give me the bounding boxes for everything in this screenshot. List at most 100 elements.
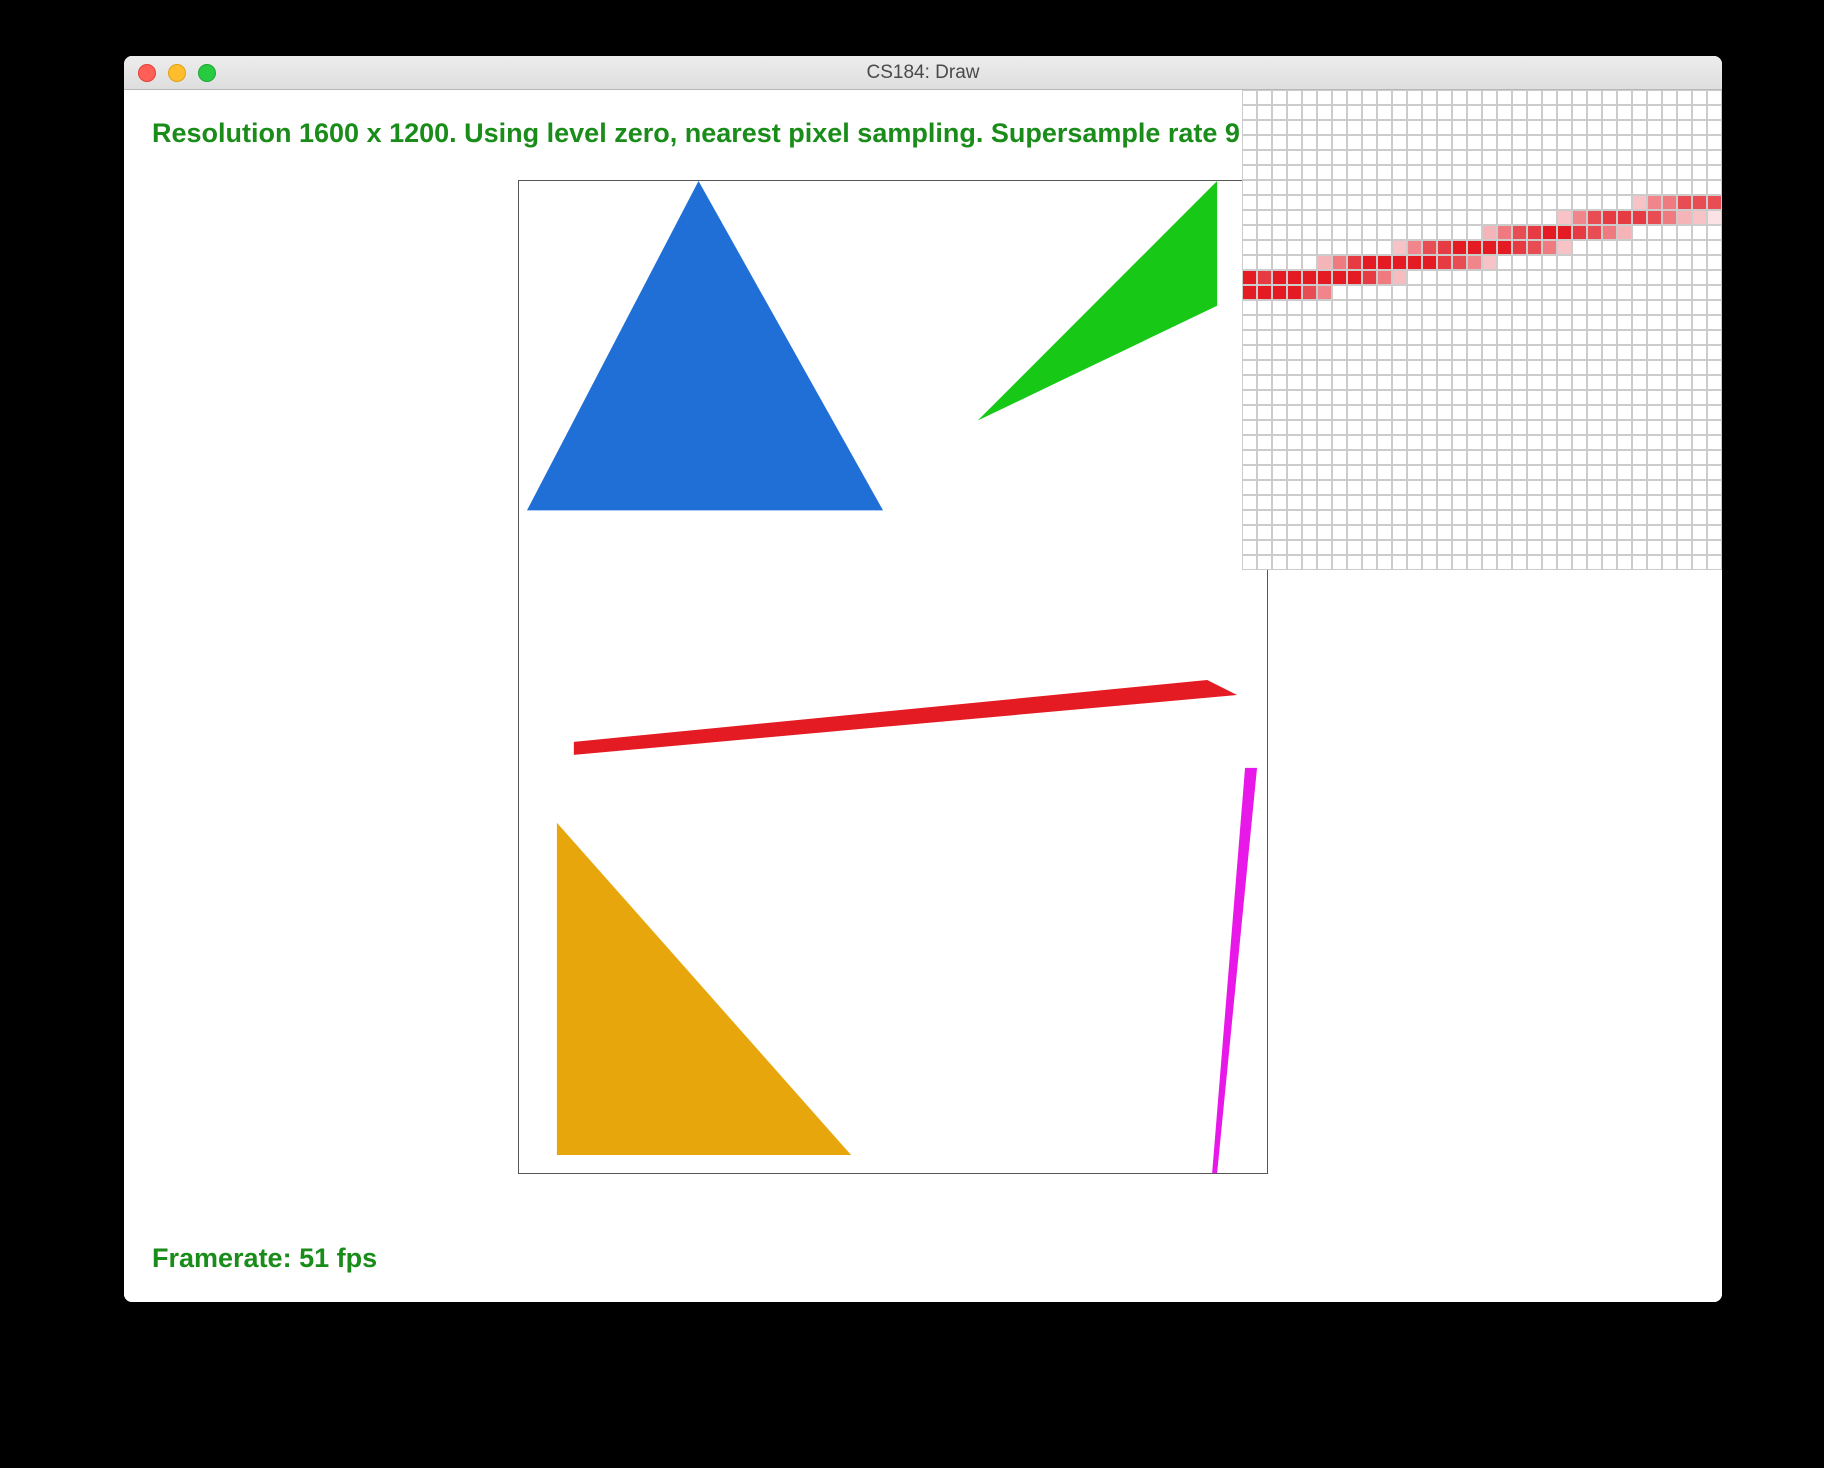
zoom-pixel-colored [1392, 255, 1407, 270]
zoom-pixel [1647, 450, 1662, 465]
zoom-pixel [1332, 420, 1347, 435]
zoom-pixel-colored [1602, 225, 1617, 240]
zoom-pixel [1692, 420, 1707, 435]
zoom-pixel [1347, 195, 1362, 210]
zoom-pixel [1602, 405, 1617, 420]
zoom-pixel [1467, 345, 1482, 360]
zoom-pixel [1317, 510, 1332, 525]
zoom-pixel [1302, 555, 1317, 570]
zoom-pixel [1572, 525, 1587, 540]
zoom-pixel [1482, 135, 1497, 150]
zoom-pixel [1677, 255, 1692, 270]
zoom-pixel [1332, 555, 1347, 570]
zoom-pixel [1242, 150, 1257, 165]
zoom-pixel [1437, 105, 1452, 120]
zoom-pixel [1617, 390, 1632, 405]
zoom-pixel [1362, 105, 1377, 120]
zoom-pixel [1542, 270, 1557, 285]
zoom-pixel [1542, 390, 1557, 405]
zoom-pixel [1452, 315, 1467, 330]
zoom-pixel [1542, 255, 1557, 270]
zoom-pixel [1707, 435, 1722, 450]
zoom-pixel [1452, 300, 1467, 315]
zoom-pixel [1647, 525, 1662, 540]
zoom-pixel-colored [1437, 255, 1452, 270]
zoom-pixel [1512, 270, 1527, 285]
zoom-pixel [1422, 300, 1437, 315]
zoom-pixel [1677, 225, 1692, 240]
zoom-pixel [1407, 540, 1422, 555]
zoom-pixel [1437, 345, 1452, 360]
zoom-pixel [1497, 180, 1512, 195]
window-title: CS184: Draw [124, 62, 1722, 84]
zoom-pixel [1302, 255, 1317, 270]
zoom-pixel [1407, 120, 1422, 135]
zoom-pixel [1572, 555, 1587, 570]
zoom-pixel [1542, 210, 1557, 225]
zoom-pixel [1647, 420, 1662, 435]
zoom-pixel [1497, 300, 1512, 315]
zoom-pixel [1512, 375, 1527, 390]
zoom-pixel [1632, 465, 1647, 480]
zoom-pixel-colored [1392, 240, 1407, 255]
zoom-pixel [1392, 465, 1407, 480]
minimize-button[interactable] [168, 64, 186, 82]
zoom-pixel [1422, 285, 1437, 300]
zoom-pixel [1572, 360, 1587, 375]
zoom-pixel [1272, 330, 1287, 345]
zoom-pixel [1692, 165, 1707, 180]
close-button[interactable] [138, 64, 156, 82]
zoom-pixel [1242, 345, 1257, 360]
zoom-pixel [1662, 525, 1677, 540]
zoom-inspector[interactable] [1242, 90, 1722, 570]
zoom-pixel [1542, 525, 1557, 540]
zoom-pixel-colored [1392, 270, 1407, 285]
zoom-pixel [1377, 540, 1392, 555]
zoom-pixel [1467, 105, 1482, 120]
canvas-frame[interactable] [518, 180, 1268, 1174]
zoom-pixel [1557, 195, 1572, 210]
zoom-pixel [1422, 135, 1437, 150]
zoom-pixel [1557, 450, 1572, 465]
zoom-pixel [1512, 525, 1527, 540]
zoom-pixel [1407, 450, 1422, 465]
zoom-pixel [1662, 375, 1677, 390]
zoom-pixel [1662, 540, 1677, 555]
zoom-pixel [1497, 255, 1512, 270]
zoom-pixel [1557, 510, 1572, 525]
zoom-pixel [1527, 165, 1542, 180]
zoom-pixel [1257, 375, 1272, 390]
zoom-pixel [1422, 90, 1437, 105]
zoom-pixel-colored [1617, 225, 1632, 240]
zoom-pixel [1572, 390, 1587, 405]
zoom-pixel [1632, 120, 1647, 135]
zoom-pixel [1482, 180, 1497, 195]
zoom-pixel [1707, 330, 1722, 345]
zoom-pixel [1257, 345, 1272, 360]
zoom-pixel [1437, 495, 1452, 510]
zoom-pixel [1647, 285, 1662, 300]
zoom-pixel [1557, 555, 1572, 570]
zoom-pixel [1287, 405, 1302, 420]
zoom-pixel [1692, 510, 1707, 525]
zoom-pixel [1377, 105, 1392, 120]
zoom-pixel [1332, 480, 1347, 495]
zoom-pixel [1242, 420, 1257, 435]
zoom-pixel [1407, 495, 1422, 510]
zoom-pixel [1677, 240, 1692, 255]
zoom-pixel [1542, 285, 1557, 300]
canvas[interactable] [519, 181, 1267, 1173]
zoom-pixel [1467, 510, 1482, 525]
zoom-pixel [1692, 270, 1707, 285]
zoom-pixel [1437, 420, 1452, 435]
zoom-pixel [1287, 210, 1302, 225]
zoom-button[interactable] [198, 64, 216, 82]
zoom-pixel [1437, 390, 1452, 405]
zoom-pixel [1572, 180, 1587, 195]
zoom-pixel-colored [1647, 195, 1662, 210]
zoom-pixel [1332, 375, 1347, 390]
zoom-pixel [1317, 180, 1332, 195]
titlebar[interactable]: CS184: Draw [124, 56, 1722, 90]
zoom-pixel [1242, 375, 1257, 390]
zoom-pixel [1647, 330, 1662, 345]
